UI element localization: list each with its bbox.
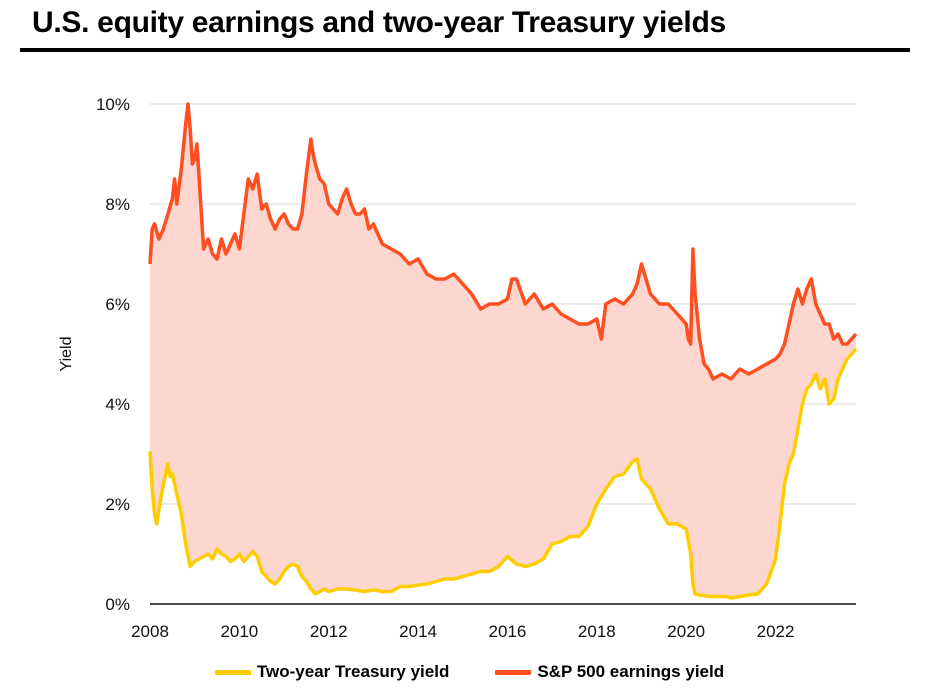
x-tick-label: 2016 <box>489 622 527 641</box>
x-tick-label: 2018 <box>578 622 616 641</box>
y-axis-label: Yield <box>58 337 75 372</box>
x-tick-label: 2010 <box>220 622 258 641</box>
x-tick-label: 2020 <box>667 622 705 641</box>
y-tick-label: 8% <box>105 195 130 214</box>
chart-area: 0%2%4%6%8%10% 2008 2010 2012 2014 2016 2018 20… <box>58 95 858 641</box>
x-tick-label: 2012 <box>310 622 348 641</box>
y-tick-label: 0% <box>105 595 130 614</box>
x-tick-label: 2014 <box>399 622 437 641</box>
legend: Two-year Treasury yield S&P 500 earnings… <box>0 662 939 682</box>
y-tick-label: 2% <box>105 495 130 514</box>
y-tick-labels: 0% 2% 4% 6% 8% 10% <box>96 95 130 614</box>
y-tick-label: 10% <box>96 95 130 114</box>
chart-title: U.S. equity earnings and two-year Treasu… <box>32 6 726 39</box>
x-tick-label: 2008 <box>131 622 169 641</box>
series-line-treasury-yield <box>148 347 858 600</box>
legend-swatch-treasury <box>214 669 251 675</box>
series-line-earnings-yield <box>148 102 858 381</box>
y-tick-label: 4% <box>105 395 130 414</box>
x-tick-labels: 2008 2010 2012 2014 2016 2018 2020 2022 <box>131 622 794 641</box>
legend-swatch-earnings <box>495 669 532 675</box>
legend-label-treasury: Two-year Treasury yield <box>256 662 450 681</box>
legend-label-earnings: S&P 500 earnings yield <box>537 662 725 681</box>
area-fill-between-series <box>150 104 856 598</box>
x-tick-label: 2022 <box>757 622 795 641</box>
y-tick-label: 6% <box>105 295 130 314</box>
legend-item-earnings: S&P 500 earnings yield <box>495 662 724 682</box>
title-rule <box>20 48 910 52</box>
legend-item-treasury: Two-year Treasury yield <box>214 662 450 682</box>
